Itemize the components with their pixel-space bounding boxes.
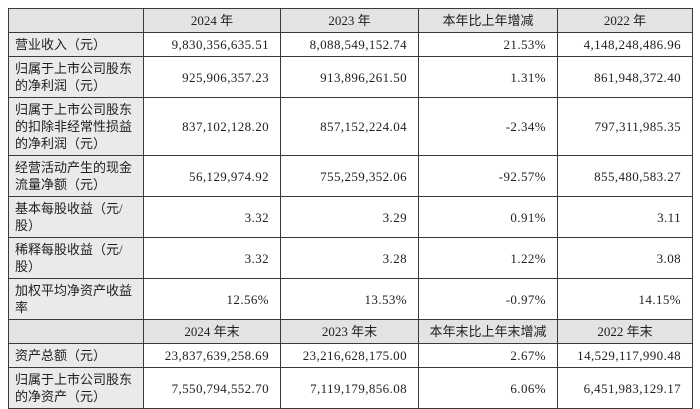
value-cell: 6.06% bbox=[418, 367, 558, 409]
row-label-cell: 资产总额（元） bbox=[8, 343, 144, 368]
value-cell: 9,830,356,635.51 bbox=[143, 32, 281, 57]
value-cell: 855,480,583.27 bbox=[557, 155, 693, 197]
value-cell: 7,119,179,856.08 bbox=[280, 367, 419, 409]
table-row: 资产总额（元） 23,837,639,258.69 23,216,628,175.0… bbox=[8, 343, 693, 368]
row-label-cell: 归属于上市公司股东的净利润（元） bbox=[8, 56, 144, 98]
row-label-cell: 经营活动产生的现金流量净额（元） bbox=[8, 155, 144, 197]
table-row: 稀释每股收益（元/股） 3.32 3.28 1.22% 3.08 bbox=[8, 237, 693, 279]
value-cell: 913,896,261.50 bbox=[280, 56, 419, 98]
value-cell: 837,102,128.20 bbox=[143, 97, 281, 156]
table-row: 归属于上市公司股东的扣除非经常性损益的净利润（元） 837,102,128.20 8… bbox=[8, 97, 693, 156]
column-header: 2024 年 bbox=[143, 8, 281, 33]
corner-cell bbox=[8, 319, 144, 344]
value-cell: 14,529,117,990.48 bbox=[557, 343, 693, 368]
header-row: 2024 年末 2023 年末 本年末比上年末增减 2022 年末 bbox=[8, 319, 693, 344]
value-cell: 14.15% bbox=[557, 278, 693, 320]
column-header: 2022 年末 bbox=[557, 319, 693, 344]
row-label-cell: 归属于上市公司股东的净资产（元） bbox=[8, 367, 144, 409]
value-cell: 8,088,549,152.74 bbox=[280, 32, 419, 57]
value-cell: 23,216,628,175.00 bbox=[280, 343, 419, 368]
financial-summary-table-wrap: 2024 年 2023 年本年比上年增减 2022 年营业收入（元） 9,830,35… bbox=[8, 8, 693, 409]
table-row: 基本每股收益（元/股） 3.32 3.29 0.91% 3.11 bbox=[8, 196, 693, 238]
value-cell: 3.28 bbox=[280, 237, 419, 279]
row-label-cell: 归属于上市公司股东的扣除非经常性损益的净利润（元） bbox=[8, 97, 144, 156]
value-cell: 3.29 bbox=[280, 196, 419, 238]
value-cell: 0.91% bbox=[418, 196, 558, 238]
row-label-cell: 基本每股收益（元/股） bbox=[8, 196, 144, 238]
value-cell: -92.57% bbox=[418, 155, 558, 197]
column-header: 2024 年末 bbox=[143, 319, 281, 344]
table-row: 经营活动产生的现金流量净额（元） 56,129,974.92 755,259,352… bbox=[8, 155, 693, 197]
value-cell: 12.56% bbox=[143, 278, 281, 320]
table-row: 加权平均净资产收益率 12.56% 13.53% -0.97% 14.15% bbox=[8, 278, 693, 320]
column-header: 2022 年 bbox=[557, 8, 693, 33]
column-header: 本年末比上年末增减 bbox=[418, 319, 558, 344]
value-cell: 1.22% bbox=[418, 237, 558, 279]
value-cell: 6,451,983,129.17 bbox=[557, 367, 693, 409]
financial-table-body: 2024 年 2023 年本年比上年增减 2022 年营业收入（元） 9,830,35… bbox=[8, 8, 693, 409]
row-label-cell: 加权平均净资产收益率 bbox=[8, 278, 144, 320]
value-cell: -0.97% bbox=[418, 278, 558, 320]
corner-cell bbox=[8, 8, 144, 33]
value-cell: 861,948,372.40 bbox=[557, 56, 693, 98]
value-cell: 3.32 bbox=[143, 237, 281, 279]
value-cell: 21.53% bbox=[418, 32, 558, 57]
value-cell: 13.53% bbox=[280, 278, 419, 320]
value-cell: 1.31% bbox=[418, 56, 558, 98]
value-cell: 925,906,357.23 bbox=[143, 56, 281, 98]
value-cell: 23,837,639,258.69 bbox=[143, 343, 281, 368]
value-cell: 56,129,974.92 bbox=[143, 155, 281, 197]
row-label-cell: 营业收入（元） bbox=[8, 32, 144, 57]
header-row: 2024 年 2023 年本年比上年增减 2022 年 bbox=[8, 8, 693, 33]
table-row: 归属于上市公司股东的净利润（元） 925,906,357.23 913,896,26… bbox=[8, 56, 693, 98]
value-cell: 755,259,352.06 bbox=[280, 155, 419, 197]
value-cell: 797,311,985.35 bbox=[557, 97, 693, 156]
value-cell: 3.11 bbox=[557, 196, 693, 238]
column-header: 2023 年 bbox=[280, 8, 419, 33]
value-cell: 2.67% bbox=[418, 343, 558, 368]
financial-summary-table: 2024 年 2023 年本年比上年增减 2022 年营业收入（元） 9,830,35… bbox=[8, 8, 693, 409]
table-row: 营业收入（元） 9,830,356,635.51 8,088,549,152.74 2… bbox=[8, 32, 693, 57]
value-cell: 3.08 bbox=[557, 237, 693, 279]
row-label-cell: 稀释每股收益（元/股） bbox=[8, 237, 144, 279]
value-cell: 3.32 bbox=[143, 196, 281, 238]
value-cell: 4,148,248,486.96 bbox=[557, 32, 693, 57]
value-cell: -2.34% bbox=[418, 97, 558, 156]
column-header: 本年比上年增减 bbox=[418, 8, 558, 33]
column-header: 2023 年末 bbox=[280, 319, 419, 344]
value-cell: 857,152,224.04 bbox=[280, 97, 419, 156]
value-cell: 7,550,794,552.70 bbox=[143, 367, 281, 409]
table-row: 归属于上市公司股东的净资产（元） 7,550,794,552.70 7,119,17… bbox=[8, 367, 693, 409]
